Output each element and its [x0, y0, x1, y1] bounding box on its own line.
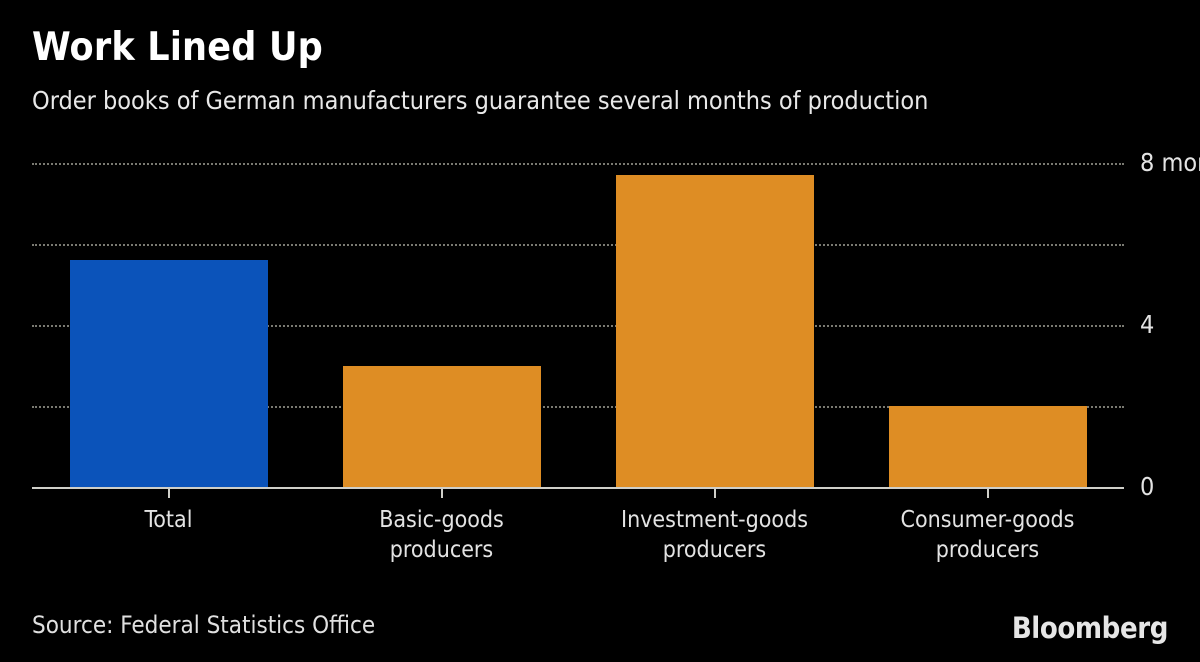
source-note: Source: Federal Statistics Office — [32, 611, 376, 639]
bar-4[interactable] — [888, 406, 1087, 487]
x-axis-tick-2 — [440, 489, 443, 498]
x-axis-label-line: producers — [935, 537, 1040, 564]
x-axis-tick-3 — [713, 489, 716, 498]
chart-subtitle: Order books of German manufacturers guar… — [32, 86, 929, 115]
y-axis-label-0: 0 — [1140, 472, 1155, 501]
plot-area — [32, 163, 1124, 498]
gridline — [32, 244, 1124, 246]
y-axis-label-4: 4 — [1140, 310, 1155, 339]
bar-2[interactable] — [342, 365, 541, 487]
bar-3[interactable] — [615, 175, 814, 487]
x-axis-label-line: Total — [144, 507, 193, 533]
x-axis-label-4: Consumer-goods producers — [851, 505, 1124, 566]
bar-1[interactable] — [69, 260, 268, 487]
gridline — [32, 163, 1124, 165]
x-axis-label-1: Total — [32, 505, 305, 535]
gridline — [32, 406, 1124, 408]
x-axis-tick-1 — [167, 489, 170, 498]
x-axis-label-2: Basic-goods producers — [305, 505, 578, 566]
x-axis-label-line: producers — [389, 537, 494, 564]
gridline — [32, 325, 1124, 327]
x-axis-line — [32, 487, 1124, 489]
x-axis-label-line: Investment-goods — [620, 507, 809, 533]
bloomberg-logo: Bloomberg — [1011, 611, 1169, 645]
x-axis-label-line: Basic-goods — [379, 507, 504, 533]
y-axis-label-8: 8 months — [1140, 148, 1200, 177]
x-axis-label-line: Consumer-goods — [900, 507, 1075, 533]
x-axis-label-line: producers — [662, 537, 767, 564]
x-axis-label-3: Investment-goods producers — [578, 505, 851, 566]
x-axis-tick-4 — [986, 489, 989, 498]
page-title: Work Lined Up — [32, 25, 323, 70]
